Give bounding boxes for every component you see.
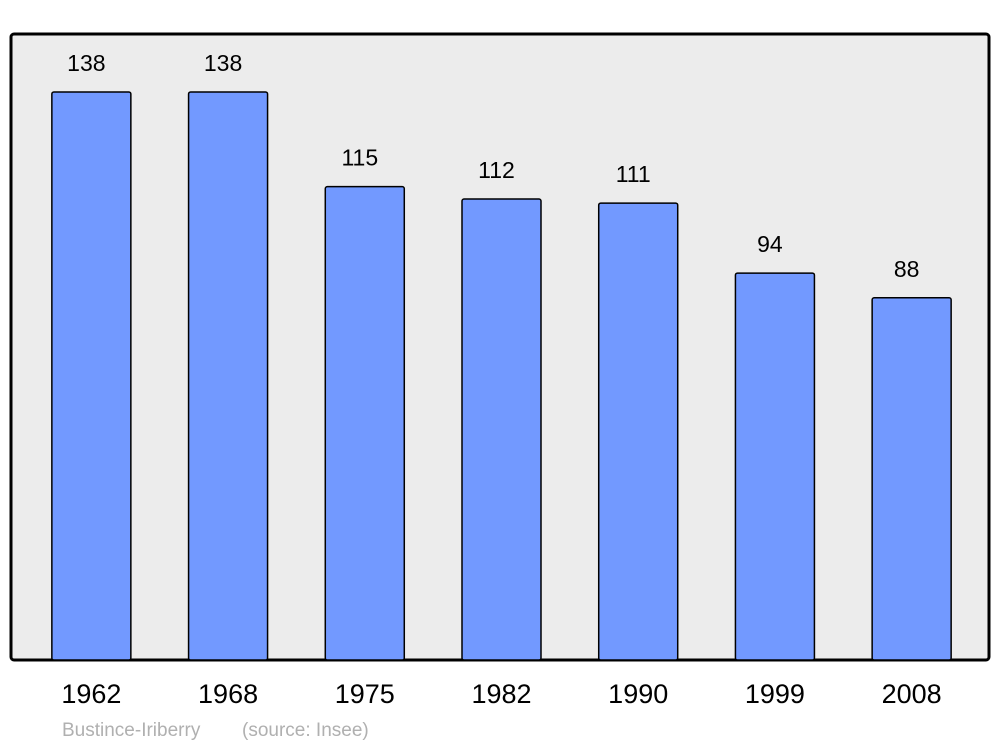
x-tick-label: 1968: [198, 679, 258, 709]
x-tick-label: 1990: [608, 679, 668, 709]
bar: [734, 272, 816, 661]
value-label: 88: [894, 256, 920, 282]
value-label: 138: [204, 50, 242, 76]
x-tick-label: 1999: [745, 679, 805, 709]
bar: [51, 91, 132, 661]
bar: [324, 185, 406, 661]
bar: [461, 198, 542, 661]
bar: [597, 202, 679, 661]
value-label: 111: [616, 161, 651, 187]
value-label: 112: [478, 157, 515, 183]
x-tick-label: 1975: [335, 679, 395, 709]
value-label: 94: [757, 231, 783, 257]
x-tick-label: 1962: [61, 679, 121, 709]
source: (source: Insee): [242, 720, 369, 741]
bar: [187, 91, 269, 661]
x-tick-label: 2008: [882, 679, 942, 709]
bar: [871, 297, 952, 661]
value-label: 115: [341, 145, 378, 171]
x-tick-label: 1982: [471, 679, 531, 709]
value-label: 138: [67, 50, 105, 76]
caption: Bustince-Iriberry: [62, 720, 201, 741]
